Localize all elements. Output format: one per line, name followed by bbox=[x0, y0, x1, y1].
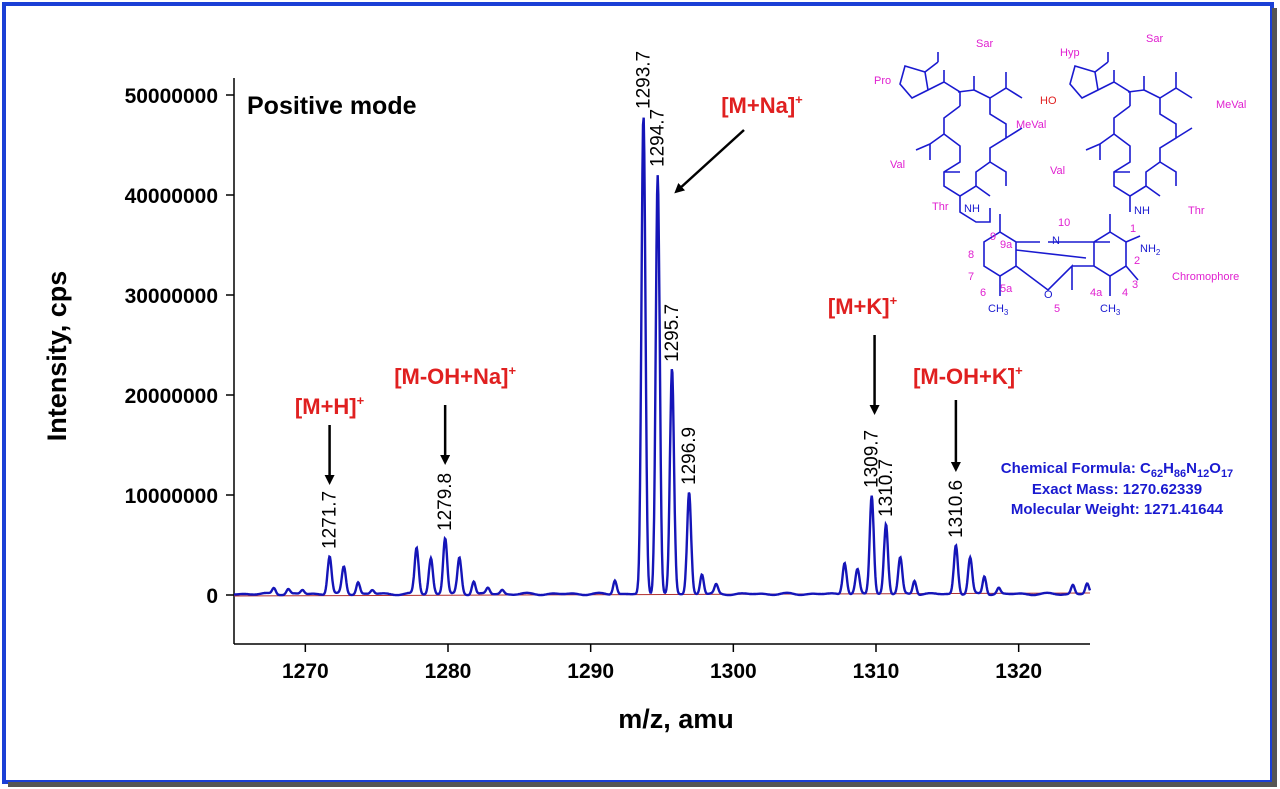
peak-label: 1309.7 bbox=[862, 430, 883, 488]
actinomycin-structure-diagram bbox=[899, 52, 1193, 296]
y-tick-label: 50000000 bbox=[125, 85, 218, 108]
spectrum-trace bbox=[234, 117, 1092, 597]
amine-label: NH2 bbox=[1140, 243, 1161, 257]
ion-annotation-label: [M+H]+ bbox=[295, 393, 365, 419]
chemical-formula: Chemical Formula: C62H86N12O17 bbox=[1001, 460, 1233, 480]
ion-arrow bbox=[674, 129, 745, 194]
ring-number-label: 3 bbox=[1132, 279, 1138, 291]
x-tick-label: 1280 bbox=[425, 660, 472, 683]
y-tick-label: 40000000 bbox=[125, 185, 218, 208]
peak-label: 1294.7 bbox=[648, 109, 669, 167]
y-axis-title: Intensity, cps bbox=[42, 271, 72, 442]
peak-label: 1279.8 bbox=[435, 473, 456, 531]
methyl-label-right: CH3 bbox=[1100, 303, 1121, 317]
y-tick-label: 0 bbox=[206, 585, 218, 608]
amide-nh-left: NH bbox=[964, 203, 980, 215]
peak-label: 1310.6 bbox=[946, 480, 967, 538]
x-tick-label: 1320 bbox=[995, 660, 1042, 683]
ring-number-label: 9 bbox=[990, 231, 996, 243]
y-tick-label: 10000000 bbox=[125, 485, 218, 508]
ring-number-label: 4 bbox=[1122, 287, 1128, 299]
ring-number-label: 8 bbox=[968, 249, 974, 261]
ion-annotation-label: [M+Na]+ bbox=[721, 92, 803, 118]
ring-number-label: 9a bbox=[1000, 239, 1013, 251]
peak-label: 1271.7 bbox=[320, 491, 341, 549]
residue-label-sar-left: Sar bbox=[976, 38, 993, 50]
ring-number-label: 5 bbox=[1054, 303, 1060, 315]
ring-number-labels: 9 9a 10 1 2 8 76 5a 5 4a 43 bbox=[968, 217, 1140, 315]
residue-label-val-right: Val bbox=[1050, 165, 1065, 177]
molecular-weight: Molecular Weight: 1271.41644 bbox=[1011, 501, 1224, 518]
ring-number-label: 6 bbox=[980, 287, 986, 299]
residue-label-hyp: Hyp bbox=[1060, 47, 1080, 59]
ion-annotation-label: [M+K]+ bbox=[828, 293, 898, 319]
peak-label: 1296.9 bbox=[679, 427, 700, 485]
peak-label: 1295.7 bbox=[662, 304, 683, 362]
ring-oxygen-label: O bbox=[1044, 289, 1053, 301]
ring-number-label: 10 bbox=[1058, 217, 1070, 229]
y-tick-label: 20000000 bbox=[125, 385, 218, 408]
x-tick-label: 1270 bbox=[282, 660, 329, 683]
residue-label-val-left: Val bbox=[890, 159, 905, 171]
peak-label: 1293.7 bbox=[634, 51, 655, 109]
amide-nh-right: NH bbox=[1134, 205, 1150, 217]
hydroxyl-label: HO bbox=[1040, 95, 1057, 107]
methyl-label-left: CH3 bbox=[988, 303, 1009, 317]
x-axis-title: m/z, amu bbox=[618, 704, 734, 734]
x-tick-label: 1300 bbox=[710, 660, 757, 683]
ring-number-label: 5a bbox=[1000, 283, 1013, 295]
mode-label: Positive mode bbox=[247, 92, 417, 120]
ring-nitrogen-label: N bbox=[1052, 235, 1060, 247]
ring-number-label: 1 bbox=[1130, 223, 1136, 235]
exact-mass: Exact Mass: 1270.62339 bbox=[1032, 481, 1202, 498]
residue-label-sar-right: Sar bbox=[1146, 33, 1163, 45]
formula-box: Chemical Formula: C62H86N12O17 Exact Mas… bbox=[1001, 460, 1233, 518]
residue-label-chromophore: Chromophore bbox=[1172, 271, 1239, 283]
ion-annotation-layer: [M+H]+ [M-OH+Na]+ [M+Na]+ [M+K]+ [M-OH+K]+ bbox=[295, 92, 1023, 485]
residue-label-meval-right: MeVal bbox=[1216, 99, 1246, 111]
residue-label-thr-right: Thr bbox=[1188, 205, 1205, 217]
ring-number-label: 2 bbox=[1134, 255, 1140, 267]
peak-label: 1310.7 bbox=[876, 459, 897, 517]
x-tick-label: 1290 bbox=[567, 660, 614, 683]
ion-annotation-label: [M-OH+K]+ bbox=[913, 363, 1023, 389]
plot-axes: 1270 1280 1290 1300 1310 1320 0 10000000 2000000… bbox=[125, 78, 1090, 683]
structure-labels: Sar Sar Pro Hyp MeVal MeVal Val Val Thr … bbox=[874, 33, 1246, 317]
spectrum-trace-layer bbox=[234, 117, 1092, 597]
y-tick-label: 30000000 bbox=[125, 285, 218, 308]
x-tick-label: 1310 bbox=[853, 660, 900, 683]
residue-label-pro: Pro bbox=[874, 75, 891, 87]
ring-number-label: 4a bbox=[1090, 287, 1103, 299]
residue-label-meval-left: MeVal bbox=[1016, 119, 1046, 131]
ring-number-label: 7 bbox=[968, 271, 974, 283]
ion-annotation-label: [M-OH+Na]+ bbox=[394, 363, 516, 389]
residue-label-thr-left: Thr bbox=[932, 201, 949, 213]
